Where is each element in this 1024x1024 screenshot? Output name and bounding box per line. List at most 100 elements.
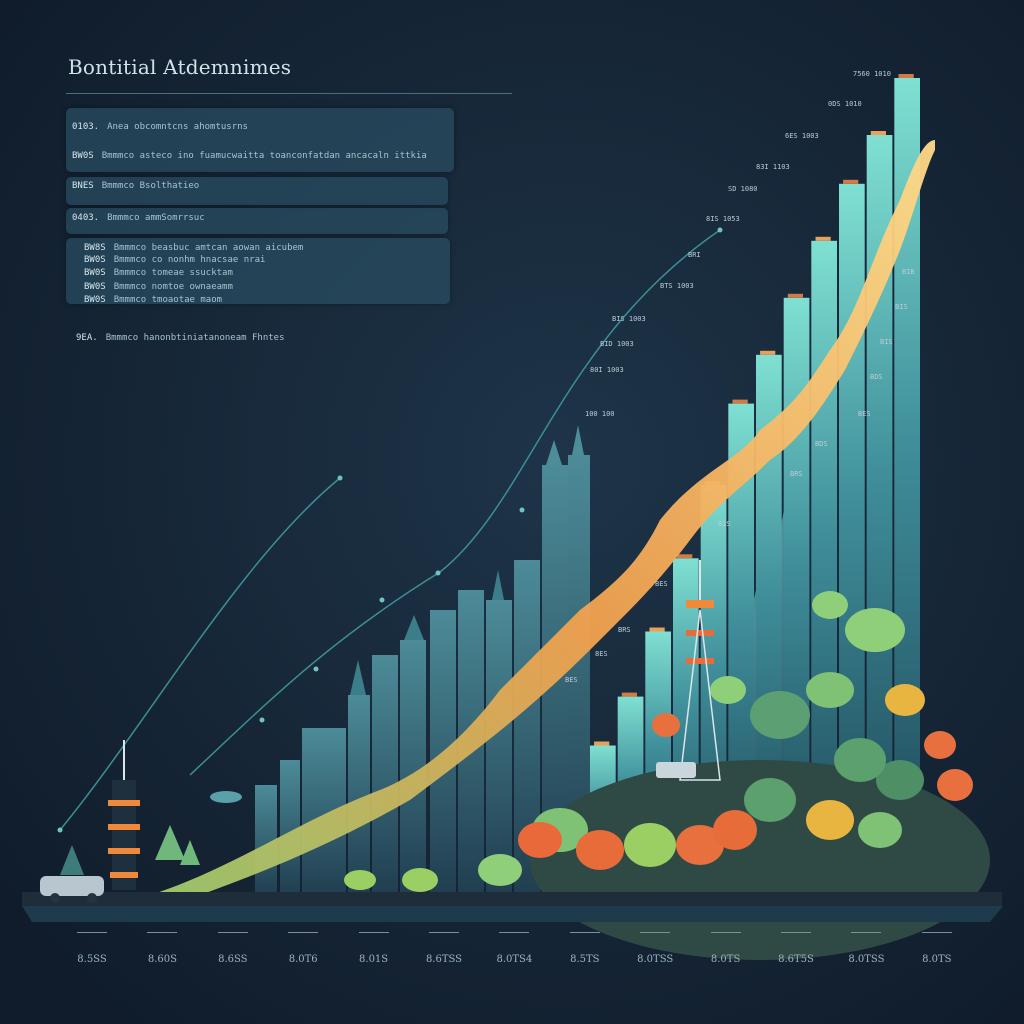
legend-code: 0403. xyxy=(72,213,100,223)
trend-line-main xyxy=(189,229,721,776)
series-label: BES xyxy=(858,410,871,418)
legend-panel-middle xyxy=(66,177,448,205)
x-axis-tick xyxy=(358,932,389,934)
x-axis-tick xyxy=(851,932,882,934)
x-axis-tick xyxy=(429,932,459,934)
title-divider xyxy=(66,93,512,94)
x-axis-label: 8.60S xyxy=(147,954,177,965)
bar-cap xyxy=(870,131,886,135)
legend-code: BW0S xyxy=(84,282,106,292)
bar-cap xyxy=(815,236,831,241)
left-radio-tower xyxy=(108,740,140,890)
bar-value-label: 80I 1003 xyxy=(590,366,624,374)
legend-text-line: 0403. Bmmmco ammSomrrsuc xyxy=(72,213,205,223)
x-axis-label: 8.01S xyxy=(359,954,389,965)
legend-text: Bmmmco Bsolthatieo xyxy=(101,181,200,191)
bar-value-label: 8IS 1053 xyxy=(706,215,740,223)
legend-code: 9EA. xyxy=(76,333,98,343)
legend-text: Bmmmco beasbuc amtcan aowan aicubem xyxy=(113,243,304,253)
bar-cap xyxy=(594,741,610,746)
series-label: BES xyxy=(655,580,668,588)
bar-value-label: SD 1080 xyxy=(728,185,758,193)
legend-panel-large xyxy=(66,238,450,304)
car-icon xyxy=(40,876,104,903)
bar-value-label: BID 1003 xyxy=(600,340,634,348)
series-label: BIS xyxy=(880,338,893,346)
series-label: BRS xyxy=(618,626,631,634)
series-label: BIS xyxy=(718,520,731,528)
trend-point xyxy=(259,717,265,723)
ground-top xyxy=(22,892,1002,906)
bar-cap xyxy=(898,74,914,78)
series-label: BES xyxy=(565,676,578,684)
bar-cap xyxy=(760,350,776,355)
chart-title: Bontitial Atdemnimes xyxy=(68,55,292,79)
legend-text-line: BW0S Bmmmco asteco ino fuamucwaitta toanc… xyxy=(72,151,427,161)
series-label: BDS xyxy=(815,440,828,448)
bar-cap xyxy=(732,399,748,404)
bar-value-label: BIS 1003 xyxy=(612,315,646,323)
legend-code: 0103. xyxy=(72,122,100,132)
legend-text-line: BW0S Bmmmco nomtoe ownaeamm xyxy=(84,282,233,292)
trend-point xyxy=(337,475,343,481)
bar-value-label: 7560 1010 xyxy=(853,70,891,78)
x-axis-tick xyxy=(569,932,600,934)
x-axis-tick xyxy=(499,932,530,934)
x-axis-label: 8.6TSS xyxy=(425,954,463,965)
x-axis-tick xyxy=(640,932,671,934)
x-axis-label: 8.0TS xyxy=(710,954,741,965)
legend-text-line: BW0S Bmmmco tomeae ssucktam xyxy=(84,268,233,278)
trend-point xyxy=(57,827,63,833)
x-axis-label: 8.0TS4 xyxy=(496,954,533,965)
legend-code: BW0S xyxy=(84,255,106,265)
x-axis-label: 8.6SS xyxy=(218,954,248,965)
trend-point xyxy=(435,570,441,576)
legend-text: Bmmmco asteco ino fuamucwaitta toanconfa… xyxy=(101,151,427,161)
legend-code: BW0S xyxy=(84,268,106,278)
legend-text-line: BW0S Bmmmco tmoaotae maom xyxy=(84,295,222,305)
trend-point xyxy=(379,597,385,603)
series-label: BRS xyxy=(790,470,803,478)
x-axis-label: 8.0TSS xyxy=(637,954,674,965)
ground-base xyxy=(22,906,1003,922)
bar-value-label: 100 100 xyxy=(585,410,615,418)
legend-text: Bmmmco nomtoe ownaeamm xyxy=(113,282,233,292)
x-axis-label: 8.0TSS xyxy=(848,954,885,965)
bar-cap xyxy=(621,692,637,697)
x-axis-label: 8.5TS xyxy=(570,954,600,965)
trend-point xyxy=(717,227,723,233)
legend-text-line: BW8S Bmmmco beasbuc amtcan aowan aicubem xyxy=(84,243,303,253)
series-label: BIB xyxy=(902,268,915,276)
legend-text-line: BNES Bmmmco Bsolthatieo xyxy=(72,181,199,191)
series-label: BIS xyxy=(895,303,908,311)
x-axis-tick xyxy=(147,932,178,934)
legend-text: Bmmmco ammSomrrsuc xyxy=(107,213,205,223)
legend-code: BW0S xyxy=(84,295,106,305)
legend-text-line: 0103. Anea obcomntcns ahomtusrns xyxy=(72,122,248,132)
legend-text: Bmmmco co nonhm hnacsae nrai xyxy=(113,255,266,265)
trend-point xyxy=(519,507,525,513)
x-axis-tick xyxy=(77,932,107,934)
legend-text: Bmmmco hanonbtiniatanoneam Fhntes xyxy=(105,333,285,343)
legend-code: BNES xyxy=(72,181,94,191)
bar-value-label: BTS 1003 xyxy=(660,282,694,290)
series-label: 8ES xyxy=(595,650,608,658)
x-axis-label: 8.5SS xyxy=(77,954,107,965)
x-axis-label: 8.6T5S xyxy=(778,954,814,965)
bar-value-label: 6ES 1003 xyxy=(785,132,819,140)
trend-point xyxy=(313,666,319,672)
trend-line-left xyxy=(59,477,341,831)
central-radio-tower xyxy=(656,560,721,781)
x-axis-tick xyxy=(781,932,811,934)
legend-code: BW0S xyxy=(72,151,94,161)
legend-text-line: BW0S Bmmmco co nonhm hnacsae nrai xyxy=(84,255,265,265)
x-axis-tick xyxy=(288,932,319,934)
bar-cap xyxy=(843,179,859,184)
x-axis-tick xyxy=(710,932,741,934)
legend-panel-small xyxy=(66,208,448,234)
x-axis-label: 8.0T6 xyxy=(288,954,318,965)
x-axis-tick xyxy=(217,932,248,934)
legend-text: Bmmmco tomeae ssucktam xyxy=(113,268,233,278)
